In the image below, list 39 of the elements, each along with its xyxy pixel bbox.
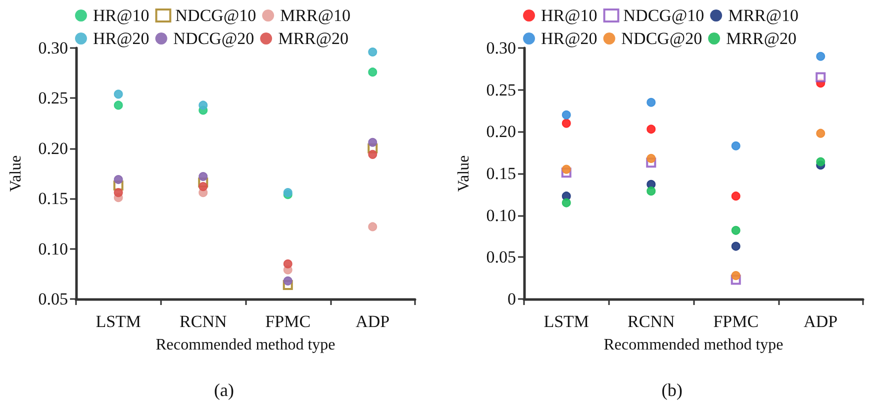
y-tick-label: 0.15 <box>38 189 68 208</box>
y-tick-label: 0.20 <box>38 138 68 158</box>
legend-label: MRR@20 <box>726 29 797 48</box>
x-tick-label: LSTM <box>96 312 142 331</box>
y-tick-label: 0.05 <box>38 290 68 308</box>
legend-label: MRR@20 <box>278 29 349 48</box>
y-tick-label: 0.25 <box>486 80 516 100</box>
legend-label: NDCG@20 <box>621 29 702 48</box>
legend-label: NDCG@10 <box>175 6 256 25</box>
y-tick-label: 0.30 <box>486 38 516 58</box>
y-tick-label: 0.10 <box>486 206 516 225</box>
text: (b) <box>662 380 683 400</box>
y-tick-label: 0.25 <box>38 88 68 108</box>
legend-label: HR@10 <box>93 6 150 25</box>
text: (a) <box>214 380 234 400</box>
x-tick-label: LSTM <box>544 312 590 331</box>
x-tick-label: RCNN <box>180 312 227 331</box>
legend-label: HR@10 <box>541 6 598 25</box>
y-tick-label: 0.30 <box>38 38 68 58</box>
x-axis-title: Recommended method type <box>156 336 336 354</box>
y-tick-label: 0.10 <box>38 239 68 258</box>
y-tick-label: 0.05 <box>486 248 516 267</box>
legend-label: NDCG@20 <box>173 29 254 48</box>
y-tick-label: 0.15 <box>486 164 516 183</box>
x-tick-label: FPMC <box>713 312 759 331</box>
x-tick-label: FPMC <box>265 312 311 331</box>
x-axis-title: Recommended method type <box>604 336 784 354</box>
legend-label: NDCG@10 <box>623 6 704 25</box>
y-tick-label: 0 <box>508 290 516 308</box>
legend-label: MRR@10 <box>280 6 351 25</box>
y-axis-title: Value <box>8 155 24 192</box>
y-tick-label: 0.20 <box>486 122 516 142</box>
x-tick-label: ADP <box>804 312 838 331</box>
x-tick-label: ADP <box>356 312 390 331</box>
legend-label: HR@20 <box>93 29 150 48</box>
y-axis-title: Value <box>456 155 472 192</box>
legend-label: HR@20 <box>541 29 598 48</box>
legend-label: MRR@10 <box>728 6 799 25</box>
x-tick-label: RCNN <box>628 312 675 331</box>
